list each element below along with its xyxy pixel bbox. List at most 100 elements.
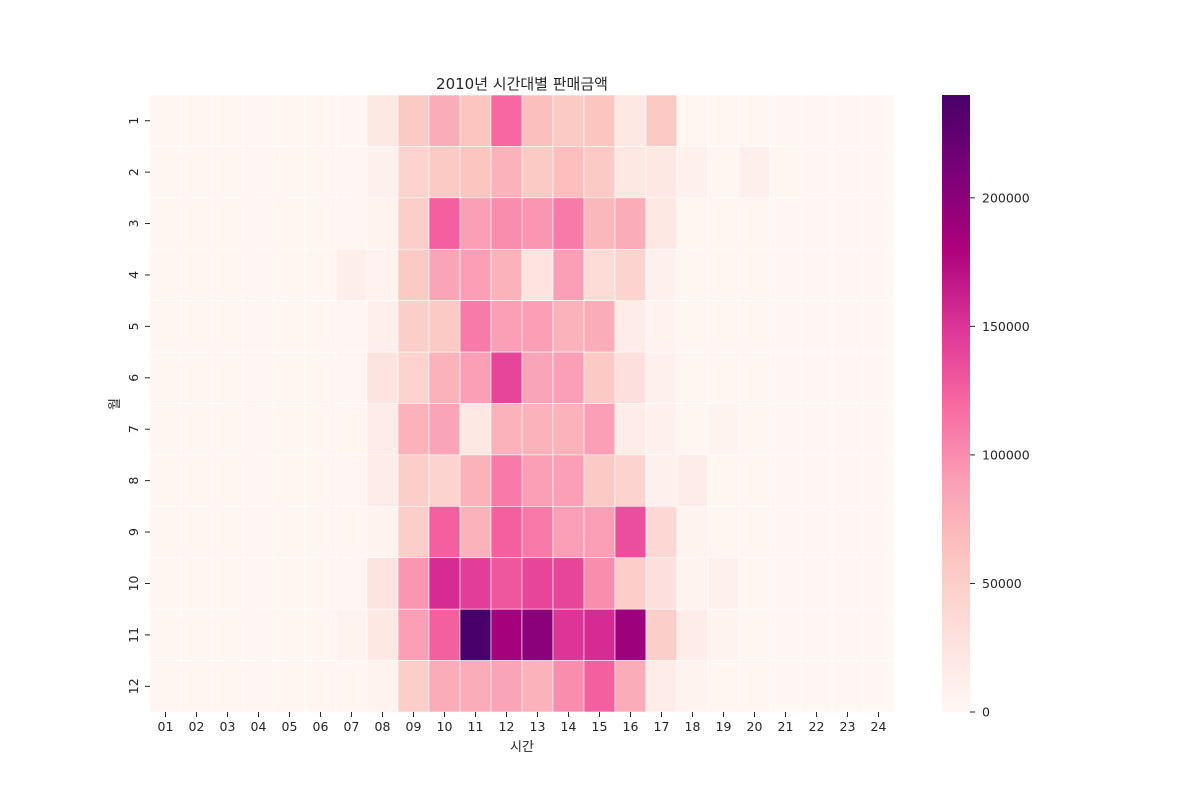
heatmap-cell <box>862 403 895 456</box>
heatmap-cell <box>552 300 585 353</box>
heatmap-cell <box>738 608 771 661</box>
heatmap-cell <box>490 454 523 507</box>
heatmap-cell <box>304 557 337 610</box>
heatmap-cell <box>800 506 833 559</box>
heatmap-cell <box>676 146 709 199</box>
heatmap-cell <box>335 94 368 147</box>
heatmap-cell <box>769 146 802 199</box>
heatmap-cell <box>800 557 833 610</box>
heatmap-cell <box>428 146 461 199</box>
heatmap-cell <box>428 506 461 559</box>
heatmap-cell <box>273 608 306 661</box>
heatmap-cell <box>211 146 244 199</box>
heatmap-cell <box>676 608 709 661</box>
heatmap-cell <box>397 94 430 147</box>
heatmap-cell <box>366 248 399 301</box>
heatmap-cell <box>521 660 554 713</box>
heatmap-cell <box>707 660 740 713</box>
heatmap-cell <box>490 660 523 713</box>
heatmap-cell <box>738 94 771 147</box>
heatmap-cell <box>707 506 740 559</box>
heatmap-cell <box>335 146 368 199</box>
heatmap-cell <box>149 300 182 353</box>
heatmap-cell <box>707 557 740 610</box>
heatmap-cell <box>862 248 895 301</box>
heatmap-cell <box>428 660 461 713</box>
colorbar-tick-label: 0 <box>982 705 990 720</box>
heatmap-cell <box>800 660 833 713</box>
x-tick-label: 04 <box>251 719 267 734</box>
heatmap-cell <box>645 660 678 713</box>
heatmap-cell <box>862 300 895 353</box>
heatmap-cell <box>831 403 864 456</box>
heatmap-cell <box>769 94 802 147</box>
heatmap-cell <box>242 351 275 404</box>
x-tick-label: 19 <box>716 719 732 734</box>
heatmap-cell <box>862 197 895 250</box>
heatmap-cell <box>459 660 492 713</box>
heatmap-cell <box>676 660 709 713</box>
heatmap-cell <box>707 454 740 507</box>
heatmap-cell <box>180 197 213 250</box>
heatmap-cell <box>521 300 554 353</box>
heatmap-cell <box>862 146 895 199</box>
y-tick-label: 8 <box>126 477 141 485</box>
heatmap-cell <box>645 197 678 250</box>
x-tick-label: 01 <box>158 719 174 734</box>
heatmap-cell <box>459 557 492 610</box>
heatmap-cell <box>707 403 740 456</box>
heatmap-cell <box>521 248 554 301</box>
heatmap-cell <box>397 608 430 661</box>
heatmap-cell <box>645 248 678 301</box>
heatmap-cell <box>862 506 895 559</box>
heatmap-cell <box>614 197 647 250</box>
heatmap-cell <box>769 300 802 353</box>
heatmap-cell <box>738 454 771 507</box>
heatmap-cell <box>583 146 616 199</box>
heatmap-cell <box>366 403 399 456</box>
y-tick-label: 5 <box>126 322 141 330</box>
heatmap-cell <box>211 403 244 456</box>
heatmap-cell <box>769 197 802 250</box>
heatmap-cell <box>676 351 709 404</box>
heatmap-cell <box>428 248 461 301</box>
heatmap-cell <box>490 608 523 661</box>
x-tick-label: 22 <box>809 719 825 734</box>
heatmap-cell <box>738 300 771 353</box>
heatmap-cell <box>490 197 523 250</box>
heatmap-cell <box>738 197 771 250</box>
heatmap-cell <box>459 351 492 404</box>
heatmap-cell <box>149 146 182 199</box>
heatmap-cell <box>459 403 492 456</box>
heatmap-cell <box>459 300 492 353</box>
x-tick-label: 15 <box>592 719 608 734</box>
heatmap-cell <box>273 300 306 353</box>
heatmap-cell <box>242 248 275 301</box>
heatmap-cell <box>304 454 337 507</box>
heatmap-cell <box>149 197 182 250</box>
heatmap-cell <box>397 660 430 713</box>
heatmap-cell <box>304 506 337 559</box>
heatmap-cell <box>738 506 771 559</box>
heatmap-cell <box>738 351 771 404</box>
heatmap-cell <box>707 300 740 353</box>
heatmap-cell <box>521 197 554 250</box>
heatmap-cell <box>180 454 213 507</box>
heatmap-cell <box>552 94 585 147</box>
heatmap-cell <box>366 300 399 353</box>
heatmap-cell <box>738 557 771 610</box>
chart-title: 2010년 시간대별 판매금액 <box>436 75 608 93</box>
heatmap-cells <box>149 94 895 713</box>
y-tick-label: 12 <box>126 678 141 694</box>
heatmap-cell <box>800 197 833 250</box>
heatmap-cell <box>149 248 182 301</box>
heatmap-cell <box>552 403 585 456</box>
x-tick-label: 13 <box>530 719 546 734</box>
heatmap-cell <box>552 557 585 610</box>
heatmap-cell <box>831 660 864 713</box>
heatmap-cell <box>180 403 213 456</box>
heatmap-cell <box>831 300 864 353</box>
heatmap-cell <box>800 146 833 199</box>
heatmap-cell <box>459 248 492 301</box>
heatmap-cell <box>335 557 368 610</box>
